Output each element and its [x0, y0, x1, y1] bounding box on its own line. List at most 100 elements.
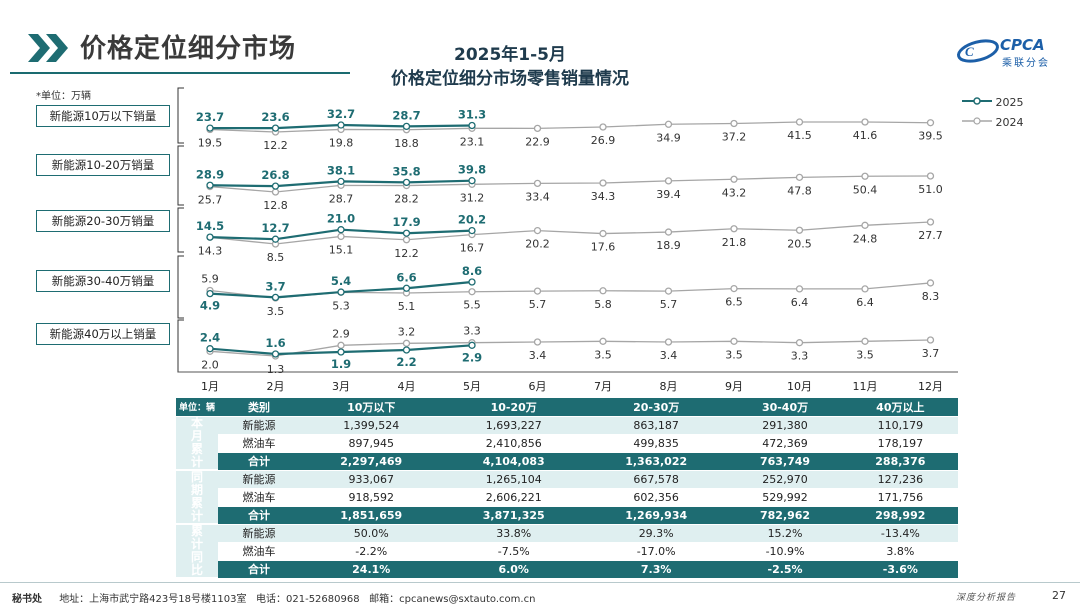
data-label-2024: 3.5	[594, 348, 612, 361]
data-point-2024	[730, 225, 738, 233]
data-label-2025: 21.0	[327, 212, 355, 226]
table-category-cell: 新能源	[218, 416, 300, 435]
table-cell: -10.9%	[727, 542, 843, 561]
page-number: 27	[1052, 589, 1066, 602]
data-point-2025	[468, 226, 476, 235]
series-line-2024-panel1	[209, 121, 931, 133]
data-label-2024: 34.9	[656, 131, 681, 144]
table-row: 燃油车 897,945 2,410,856 499,835 472,369 178,197	[176, 434, 958, 453]
series-line-2024-panel3	[209, 221, 931, 245]
x-tick-label: 7月	[594, 380, 612, 393]
table-cell: 178,197	[842, 434, 958, 453]
data-point-2025	[337, 121, 345, 129]
legend-item-2025: 2025	[962, 96, 1024, 109]
table-cell: 288,376	[842, 452, 958, 471]
data-point-2025	[271, 350, 280, 358]
data-label-2024: 8.3	[922, 290, 940, 303]
table-cell: 1,399,524	[300, 416, 443, 435]
table-cell: 602,356	[584, 488, 728, 507]
table-header-cell: 30-40万	[727, 398, 843, 417]
data-label-2024: 3.5	[856, 348, 874, 361]
data-label-2024: 25.7	[198, 194, 223, 207]
table-cell: 1,693,227	[442, 416, 585, 435]
table-category-cell: 新能源	[218, 524, 300, 543]
data-label-2024: 3.4	[529, 349, 547, 362]
data-label-2025: 1.9	[331, 357, 351, 371]
data-point-2025	[402, 346, 411, 354]
data-label-2025: 5.4	[331, 274, 351, 288]
data-point-2024	[926, 279, 935, 287]
table-header-cell: 类别	[218, 398, 300, 417]
table-row: 合计 24.1% 6.0% 7.3% -2.5% -3.6%	[176, 560, 958, 579]
data-label-2024: 6.5	[725, 296, 743, 309]
table-cell: 472,369	[727, 434, 843, 453]
series-line-2024-panel5	[209, 339, 931, 357]
table-cell: 897,945	[300, 434, 443, 453]
data-label-2025: 3.7	[265, 279, 285, 293]
series-line-2024-panel4	[209, 282, 931, 299]
table-cell: 4,104,083	[442, 452, 585, 471]
data-point-2024	[664, 228, 673, 236]
data-point-2025	[402, 122, 411, 131]
data-point-2025	[271, 235, 280, 243]
footer-secretariat: 秘书处	[12, 594, 42, 605]
sales-table: 单位：辆 类别 10万以下 10-20万 20-30万 30-40万 40万以上本月累计新能…	[176, 398, 958, 579]
data-label-2024: 20.2	[525, 238, 550, 251]
data-label-2024: 8.5	[267, 251, 285, 264]
data-label-2024: 19.5	[198, 137, 223, 150]
table-header-cell: 10-20万	[442, 398, 585, 417]
data-label-2024: 1.3	[267, 363, 285, 376]
data-point-2025	[337, 288, 345, 296]
x-tick-label: 11月	[853, 380, 878, 393]
table-group-cell: 同期累计	[176, 470, 218, 525]
data-label-2025: 2.4	[200, 331, 220, 345]
panel-bracket-4	[177, 255, 184, 319]
data-point-2025	[468, 341, 476, 349]
data-point-2024	[533, 287, 542, 295]
x-tick-label: 10月	[787, 380, 812, 393]
data-point-2024	[337, 232, 345, 241]
table-row: 同期累计新能源 933,067 1,265,104 667,578 252,970 127…	[176, 470, 958, 525]
data-label-2024: 3.3	[791, 350, 809, 363]
footer-email: 邮箱：cpcanews@sxtauto.com.cn	[369, 594, 536, 605]
data-point-2025	[271, 124, 280, 132]
legend-line-2024-icon	[962, 117, 992, 125]
data-label-2024: 14.3	[198, 244, 223, 257]
table-cell: 1,363,022	[584, 452, 728, 471]
data-point-2024	[861, 285, 869, 293]
data-point-2024	[402, 236, 411, 244]
data-label-2025: 20.2	[458, 213, 486, 227]
data-label-2024: 5.1	[398, 300, 416, 313]
data-label-2024: 5.5	[463, 299, 481, 312]
table-cell: -13.4%	[842, 524, 958, 543]
data-label-2024: 3.4	[660, 349, 678, 362]
data-label-2024: 41.6	[853, 129, 878, 142]
data-point-2024	[861, 221, 869, 229]
x-tick-label: 6月	[529, 380, 547, 393]
panel-bracket-1	[177, 87, 184, 144]
table-cell: 50.0%	[300, 524, 443, 543]
footer-divider	[0, 582, 1080, 583]
table-cell: 252,970	[727, 470, 843, 489]
data-point-2024	[795, 285, 804, 293]
data-label-2024: 15.1	[329, 243, 354, 256]
data-label-2024: 24.8	[853, 232, 878, 245]
x-tick-label: 1月	[201, 380, 219, 393]
table-cell: -2.5%	[727, 560, 843, 579]
table-cell: 2,297,469	[300, 452, 443, 471]
table-cell: 782,962	[727, 506, 843, 525]
table-cell: 1,269,934	[584, 506, 728, 525]
data-label-2024: 5.9	[201, 272, 219, 285]
data-label-2025: 28.7	[392, 108, 420, 122]
data-label-2024: 18.9	[656, 239, 681, 252]
x-tick-label: 4月	[398, 380, 416, 393]
table-category-cell: 燃油车	[218, 488, 300, 507]
data-label-2024: 6.4	[856, 296, 874, 309]
data-point-2024	[730, 119, 738, 128]
data-label-2024: 47.8	[787, 184, 812, 197]
data-point-2025	[468, 278, 476, 286]
data-point-2024	[795, 226, 804, 234]
table-cell: 499,835	[584, 434, 728, 453]
data-label-2025: 6.6	[396, 270, 416, 284]
x-tick-label: 5月	[463, 380, 481, 393]
